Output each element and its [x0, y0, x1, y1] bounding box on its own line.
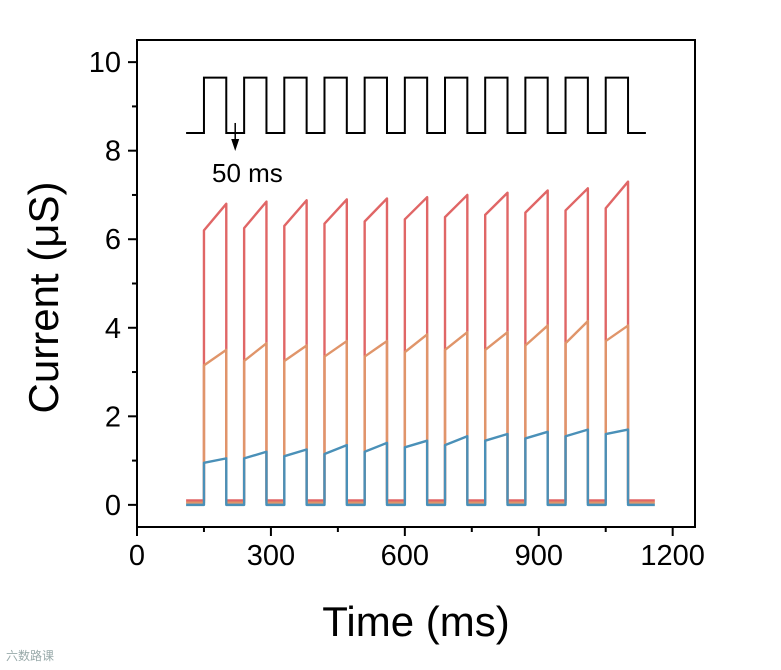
x-tick-label: 1200 [640, 540, 705, 572]
x-tick-label: 0 [129, 540, 145, 572]
y-tick-label: 8 [105, 136, 121, 168]
series-layer [186, 180, 655, 507]
plot-frame [136, 39, 696, 528]
y-axis-title: Current (μS) [20, 182, 67, 414]
y-tick-label: 10 [89, 47, 121, 79]
annotation-arrowhead [231, 138, 240, 151]
y-tick-label: 6 [105, 224, 121, 256]
series-line-2 [186, 319, 655, 504]
x-tick-label: 600 [381, 540, 429, 572]
annotation-label: 50 ms [212, 158, 283, 188]
x-axis-title: Time (ms) [322, 598, 509, 645]
tick-labels-layer: 0 300 600 900 1200 0 2 4 6 8 10 [89, 47, 705, 572]
watermark: 六数路课 [6, 649, 55, 663]
pulse-train-layer [186, 76, 646, 134]
x-tick-label: 300 [247, 540, 295, 572]
y-tick-label: 0 [105, 490, 121, 522]
pulse-train [186, 76, 646, 134]
x-tick-label: 900 [515, 540, 563, 572]
ticks-layer [128, 61, 674, 536]
y-tick-label: 4 [105, 313, 121, 345]
series-line-3 [186, 428, 655, 507]
y-tick-label: 2 [105, 401, 121, 433]
